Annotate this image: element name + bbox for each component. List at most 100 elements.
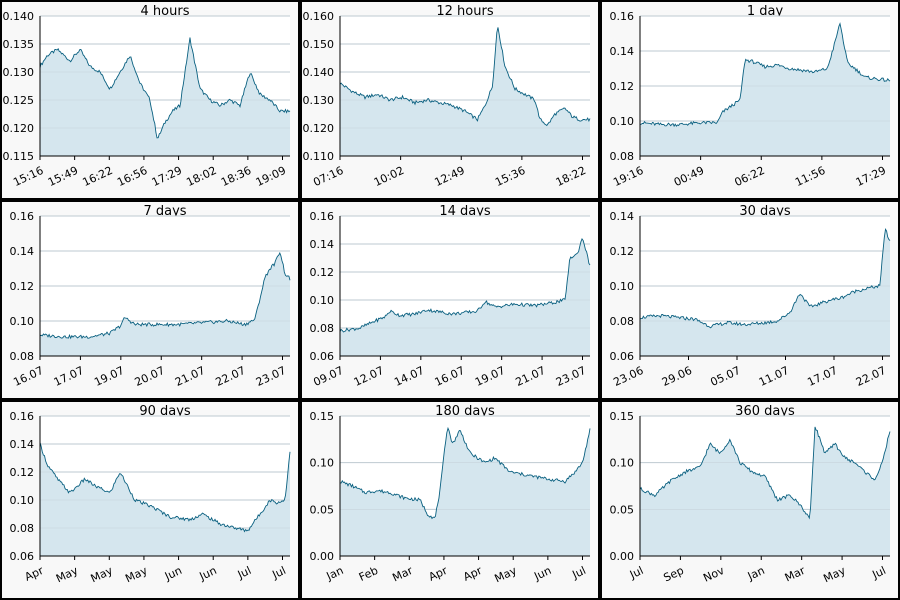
series-area <box>40 253 290 356</box>
x-tick-label: Jul <box>870 564 888 582</box>
x-tick-label: Jun <box>531 564 553 583</box>
x-tick-label: 15:16 <box>11 164 45 189</box>
y-tick-label: 0.08 <box>10 522 35 535</box>
chart-panel: 4 hours 0.115 0.120 0.125 0.130 0.135 0.140 15:… <box>0 0 300 200</box>
x-tick-label: 11:56 <box>793 164 827 189</box>
series-line <box>39 442 291 533</box>
x-tick-label: 09.07 <box>311 364 345 389</box>
series-line <box>39 251 291 340</box>
y-tick-label: 0.00 <box>310 550 335 563</box>
y-tick-label: 0.05 <box>610 503 635 516</box>
y-tick-label: 0.10 <box>310 294 335 307</box>
chart-title: 360 days <box>735 404 795 419</box>
x-tick-label: 00:49 <box>672 164 706 189</box>
x-tick-label: 19:16 <box>611 164 645 189</box>
y-tick-label: 0.06 <box>10 550 35 563</box>
chart-svg: 7 days 0.08 0.10 0.12 0.14 0.16 16.07 17.07 19.0… <box>10 204 291 389</box>
chart-panel: 7 days 0.08 0.10 0.12 0.14 0.16 16.07 17.07 19.0… <box>0 200 300 400</box>
x-tick-label: 22.07 <box>213 364 247 389</box>
y-tick-label: 0.120 <box>303 122 335 135</box>
y-tick-label: 0.05 <box>310 503 335 516</box>
x-tick-label: 17.07 <box>805 364 839 389</box>
y-tick-label: 0.140 <box>3 10 35 23</box>
y-tick-label: 0.135 <box>3 38 35 51</box>
y-tick-label: 0.14 <box>610 210 635 223</box>
chart-panel: 1 day 0.08 0.10 0.12 0.14 0.16 19:16 00:49 06:22… <box>600 0 900 200</box>
chart-panel: 360 days 0.00 0.05 0.10 0.15 Jul Sep Nov Jan Mar M… <box>600 400 900 600</box>
x-tick-label: 17.07 <box>52 364 86 389</box>
x-tick-label: Jun <box>197 564 219 583</box>
x-tick-label: 15:49 <box>46 164 80 189</box>
x-tick-label: 18:36 <box>219 164 253 189</box>
series-line <box>39 37 291 139</box>
y-tick-label: 0.160 <box>303 10 335 23</box>
chart-title: 4 hours <box>141 4 190 19</box>
y-tick-label: 0.150 <box>303 38 335 51</box>
chart-panel: 14 days 0.06 0.08 0.10 0.12 0.14 0.16 09.07 12.0… <box>300 200 600 400</box>
x-tick-label: Apr <box>461 564 484 584</box>
x-tick-label: Jul <box>627 564 645 582</box>
y-tick-label: 0.08 <box>610 150 635 163</box>
series-line <box>339 237 591 333</box>
y-tick-label: 0.12 <box>310 266 335 279</box>
x-tick-label: 19:09 <box>254 164 288 189</box>
x-tick-label: 15:36 <box>493 164 527 189</box>
y-tick-label: 0.08 <box>610 315 635 328</box>
chart-panel: 30 days 0.06 0.08 0.10 0.12 0.14 23.06 29.06 05.… <box>600 200 900 400</box>
x-tick-label: Mar <box>390 564 415 585</box>
x-tick-label: 16:56 <box>115 164 149 189</box>
x-tick-label: 21.07 <box>173 364 207 389</box>
x-tick-label: 23.07 <box>254 364 288 389</box>
y-tick-label: 0.16 <box>310 210 335 223</box>
chart-title: 12 hours <box>436 4 493 19</box>
chart-svg: 12 hours 0.110 0.120 0.130 0.140 0.150 0.160 07… <box>303 4 591 189</box>
y-tick-label: 0.12 <box>610 80 635 93</box>
x-tick-label: Mar <box>783 564 808 585</box>
y-tick-label: 0.06 <box>310 350 335 363</box>
series-area <box>640 426 890 556</box>
chart-svg: 1 day 0.08 0.10 0.12 0.14 0.16 19:16 00:49 06:22… <box>610 4 891 189</box>
y-tick-label: 0.12 <box>10 280 35 293</box>
x-tick-label: 21.07 <box>513 364 547 389</box>
x-tick-label: 23.07 <box>554 364 588 389</box>
x-tick-label: 19.07 <box>92 364 126 389</box>
series-area <box>40 37 290 156</box>
y-tick-label: 0.08 <box>10 350 35 363</box>
chart-svg: 4 hours 0.115 0.120 0.125 0.130 0.135 0.140 15:… <box>3 4 291 189</box>
y-tick-label: 0.12 <box>10 466 35 479</box>
chart-panel: 180 days 0.00 0.05 0.10 0.15 Jan Feb Mar Apr Apr M… <box>300 400 600 600</box>
y-tick-label: 0.14 <box>610 45 635 58</box>
x-tick-label: Apr <box>23 564 46 584</box>
x-tick-label: May <box>54 564 81 586</box>
x-tick-label: 18:02 <box>184 164 218 189</box>
series-line <box>639 426 891 520</box>
x-tick-label: 11.07 <box>757 364 791 389</box>
y-tick-label: 0.16 <box>610 10 635 23</box>
series-area <box>340 27 590 157</box>
x-tick-label: Apr <box>427 564 450 584</box>
chart-svg: 90 days 0.06 0.08 0.10 0.12 0.14 0.16 Apr May May… <box>10 404 291 586</box>
y-tick-label: 0.10 <box>610 115 635 128</box>
y-tick-label: 0.06 <box>610 350 635 363</box>
chart-title: 90 days <box>139 404 191 419</box>
x-tick-label: Sep <box>662 564 686 585</box>
x-tick-label: 18:22 <box>554 164 588 189</box>
series-area <box>340 238 590 356</box>
y-tick-label: 0.15 <box>610 410 635 423</box>
x-tick-label: 07:16 <box>311 164 345 189</box>
x-tick-label: 29.06 <box>660 364 694 389</box>
chart-title: 1 day <box>747 4 784 19</box>
series-line <box>639 228 891 329</box>
y-tick-label: 0.15 <box>310 410 335 423</box>
y-tick-label: 0.08 <box>310 322 335 335</box>
y-tick-label: 0.14 <box>10 245 35 258</box>
x-tick-label: 23.06 <box>611 364 645 389</box>
x-tick-label: 16.07 <box>11 364 45 389</box>
x-tick-label: 20.07 <box>133 364 167 389</box>
y-tick-label: 0.120 <box>3 122 35 135</box>
x-tick-label: Jan <box>324 564 346 583</box>
x-tick-label: May <box>493 564 520 586</box>
chart-title: 30 days <box>739 204 791 219</box>
x-tick-label: May <box>821 564 848 586</box>
y-tick-label: 0.10 <box>610 457 635 470</box>
